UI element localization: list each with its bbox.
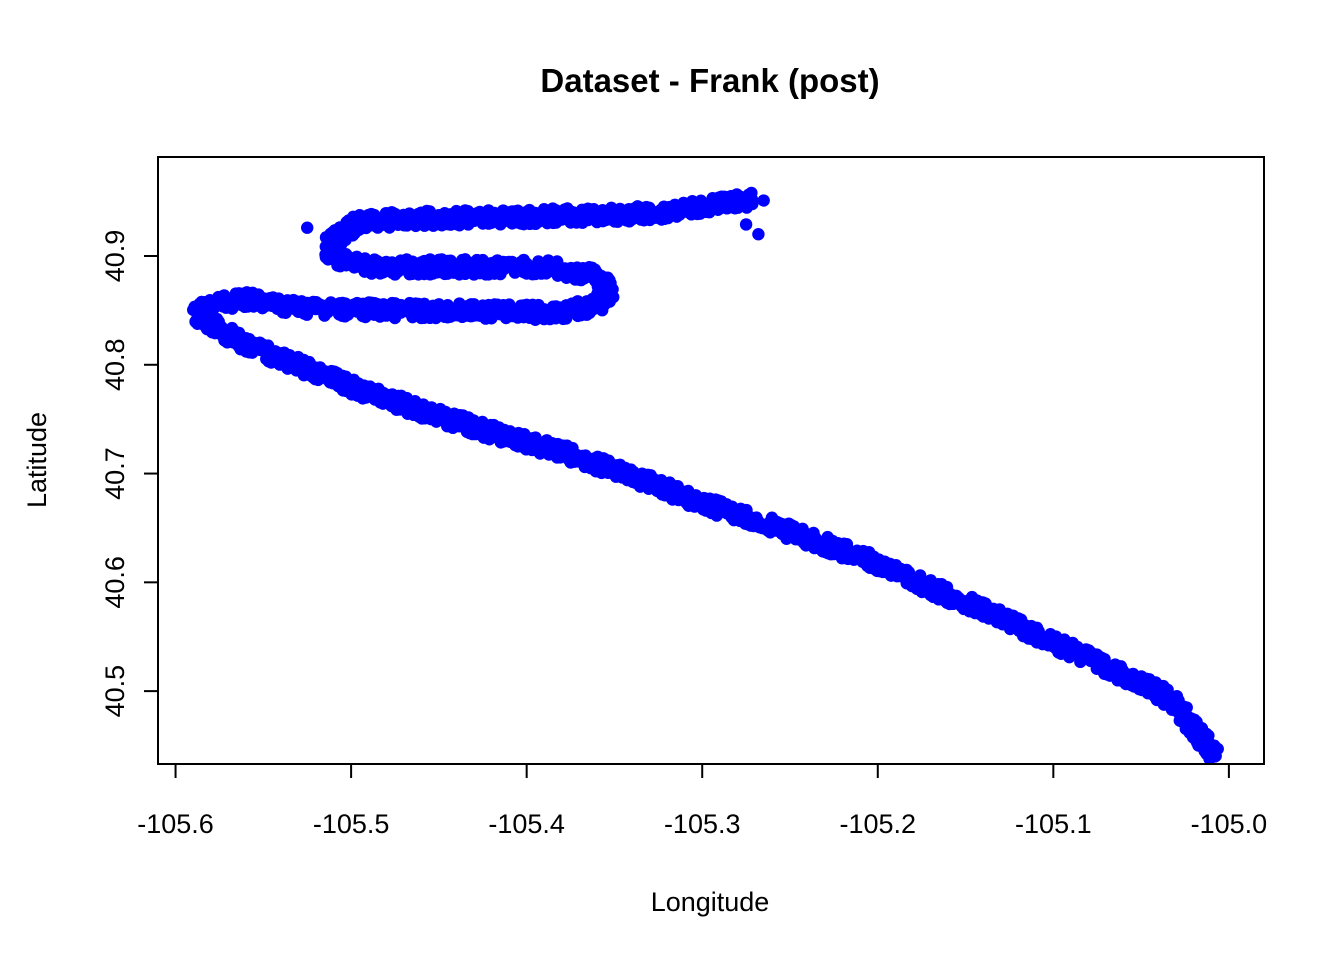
data-point bbox=[739, 218, 753, 231]
chart-title: Dataset - Frank (post) bbox=[540, 62, 879, 99]
data-point bbox=[248, 341, 261, 354]
y-tick-label: 40.7 bbox=[100, 447, 130, 500]
x-tick-label: -105.2 bbox=[839, 809, 916, 839]
y-tick-label: 40.9 bbox=[100, 230, 130, 283]
data-point bbox=[411, 404, 425, 417]
data-points bbox=[187, 186, 1224, 766]
x-tick-label: -105.5 bbox=[313, 809, 390, 839]
x-axis-label: Longitude bbox=[651, 887, 770, 917]
x-tick-label: -105.4 bbox=[488, 809, 565, 839]
x-tick-label: -105.3 bbox=[664, 809, 741, 839]
x-tick-label: -105.0 bbox=[1191, 809, 1268, 839]
y-axis-label: Latitude bbox=[22, 412, 52, 508]
y-tick-label: 40.8 bbox=[100, 338, 130, 391]
y-axis: 40.5 40.6 40.7 40.8 40.9 bbox=[100, 230, 159, 718]
data-point bbox=[301, 221, 314, 234]
y-tick-label: 40.6 bbox=[100, 556, 130, 609]
y-tick-label: 40.5 bbox=[100, 665, 130, 718]
x-tick-label: -105.1 bbox=[1015, 809, 1092, 839]
x-axis: -105.6 -105.5 -105.4 -105.3 -105.2 -105.1 -105… bbox=[137, 763, 1268, 839]
data-point bbox=[757, 194, 770, 207]
data-point bbox=[339, 370, 353, 383]
data-point bbox=[752, 228, 765, 241]
x-tick-label: -105.6 bbox=[137, 809, 214, 839]
data-point bbox=[358, 382, 372, 395]
data-point bbox=[746, 197, 759, 211]
